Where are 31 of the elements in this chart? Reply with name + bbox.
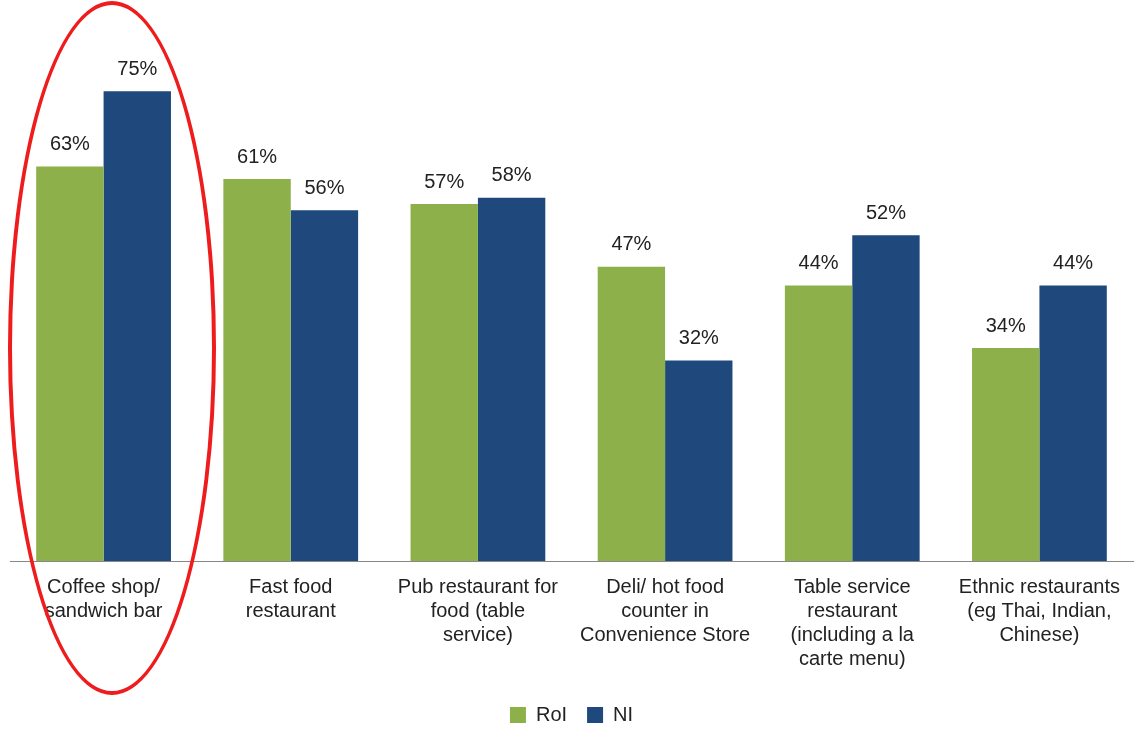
x-tick-label: Ethnic restaurants (eg Thai, Indian, Chinese) [958,574,1121,645]
x-tick-label: Deli/ hot food counter in Convenience Store [580,574,751,645]
data-label: 34% [985,313,1026,336]
data-label: 47% [611,232,652,255]
bar [852,235,920,561]
data-label: 63% [49,131,91,154]
data-label: 32% [678,326,719,349]
legend-label: RoI [535,702,568,725]
bar [103,91,171,561]
data-label: 75% [117,56,158,79]
bar [290,210,359,561]
data-label: 57% [424,169,465,192]
bar [410,204,478,561]
data-label: 56% [304,175,345,198]
data-label: 58% [491,163,532,186]
x-tick-label: Fast food restaurant [245,574,337,621]
data-label: 52% [865,200,907,223]
bar [784,285,853,561]
x-tick-label: Pub restaurant for food (table service) [397,574,559,645]
bar [36,166,104,561]
data-label: 61% [237,144,278,167]
bar [597,266,666,561]
legend-label: NI [613,702,634,725]
bar [972,348,1040,561]
bar [477,197,546,561]
bar [223,178,291,561]
bar [665,360,733,561]
x-tick-label: Table service restaurant (including a la carte menu) [790,574,915,669]
data-label: 44% [1053,250,1094,273]
bar [1039,285,1107,561]
data-label: 44% [798,250,839,273]
